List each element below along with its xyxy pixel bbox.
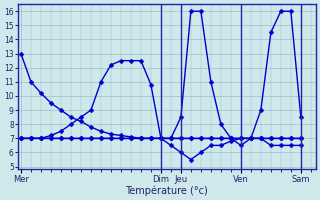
X-axis label: Température (°c): Température (°c) <box>125 185 208 196</box>
